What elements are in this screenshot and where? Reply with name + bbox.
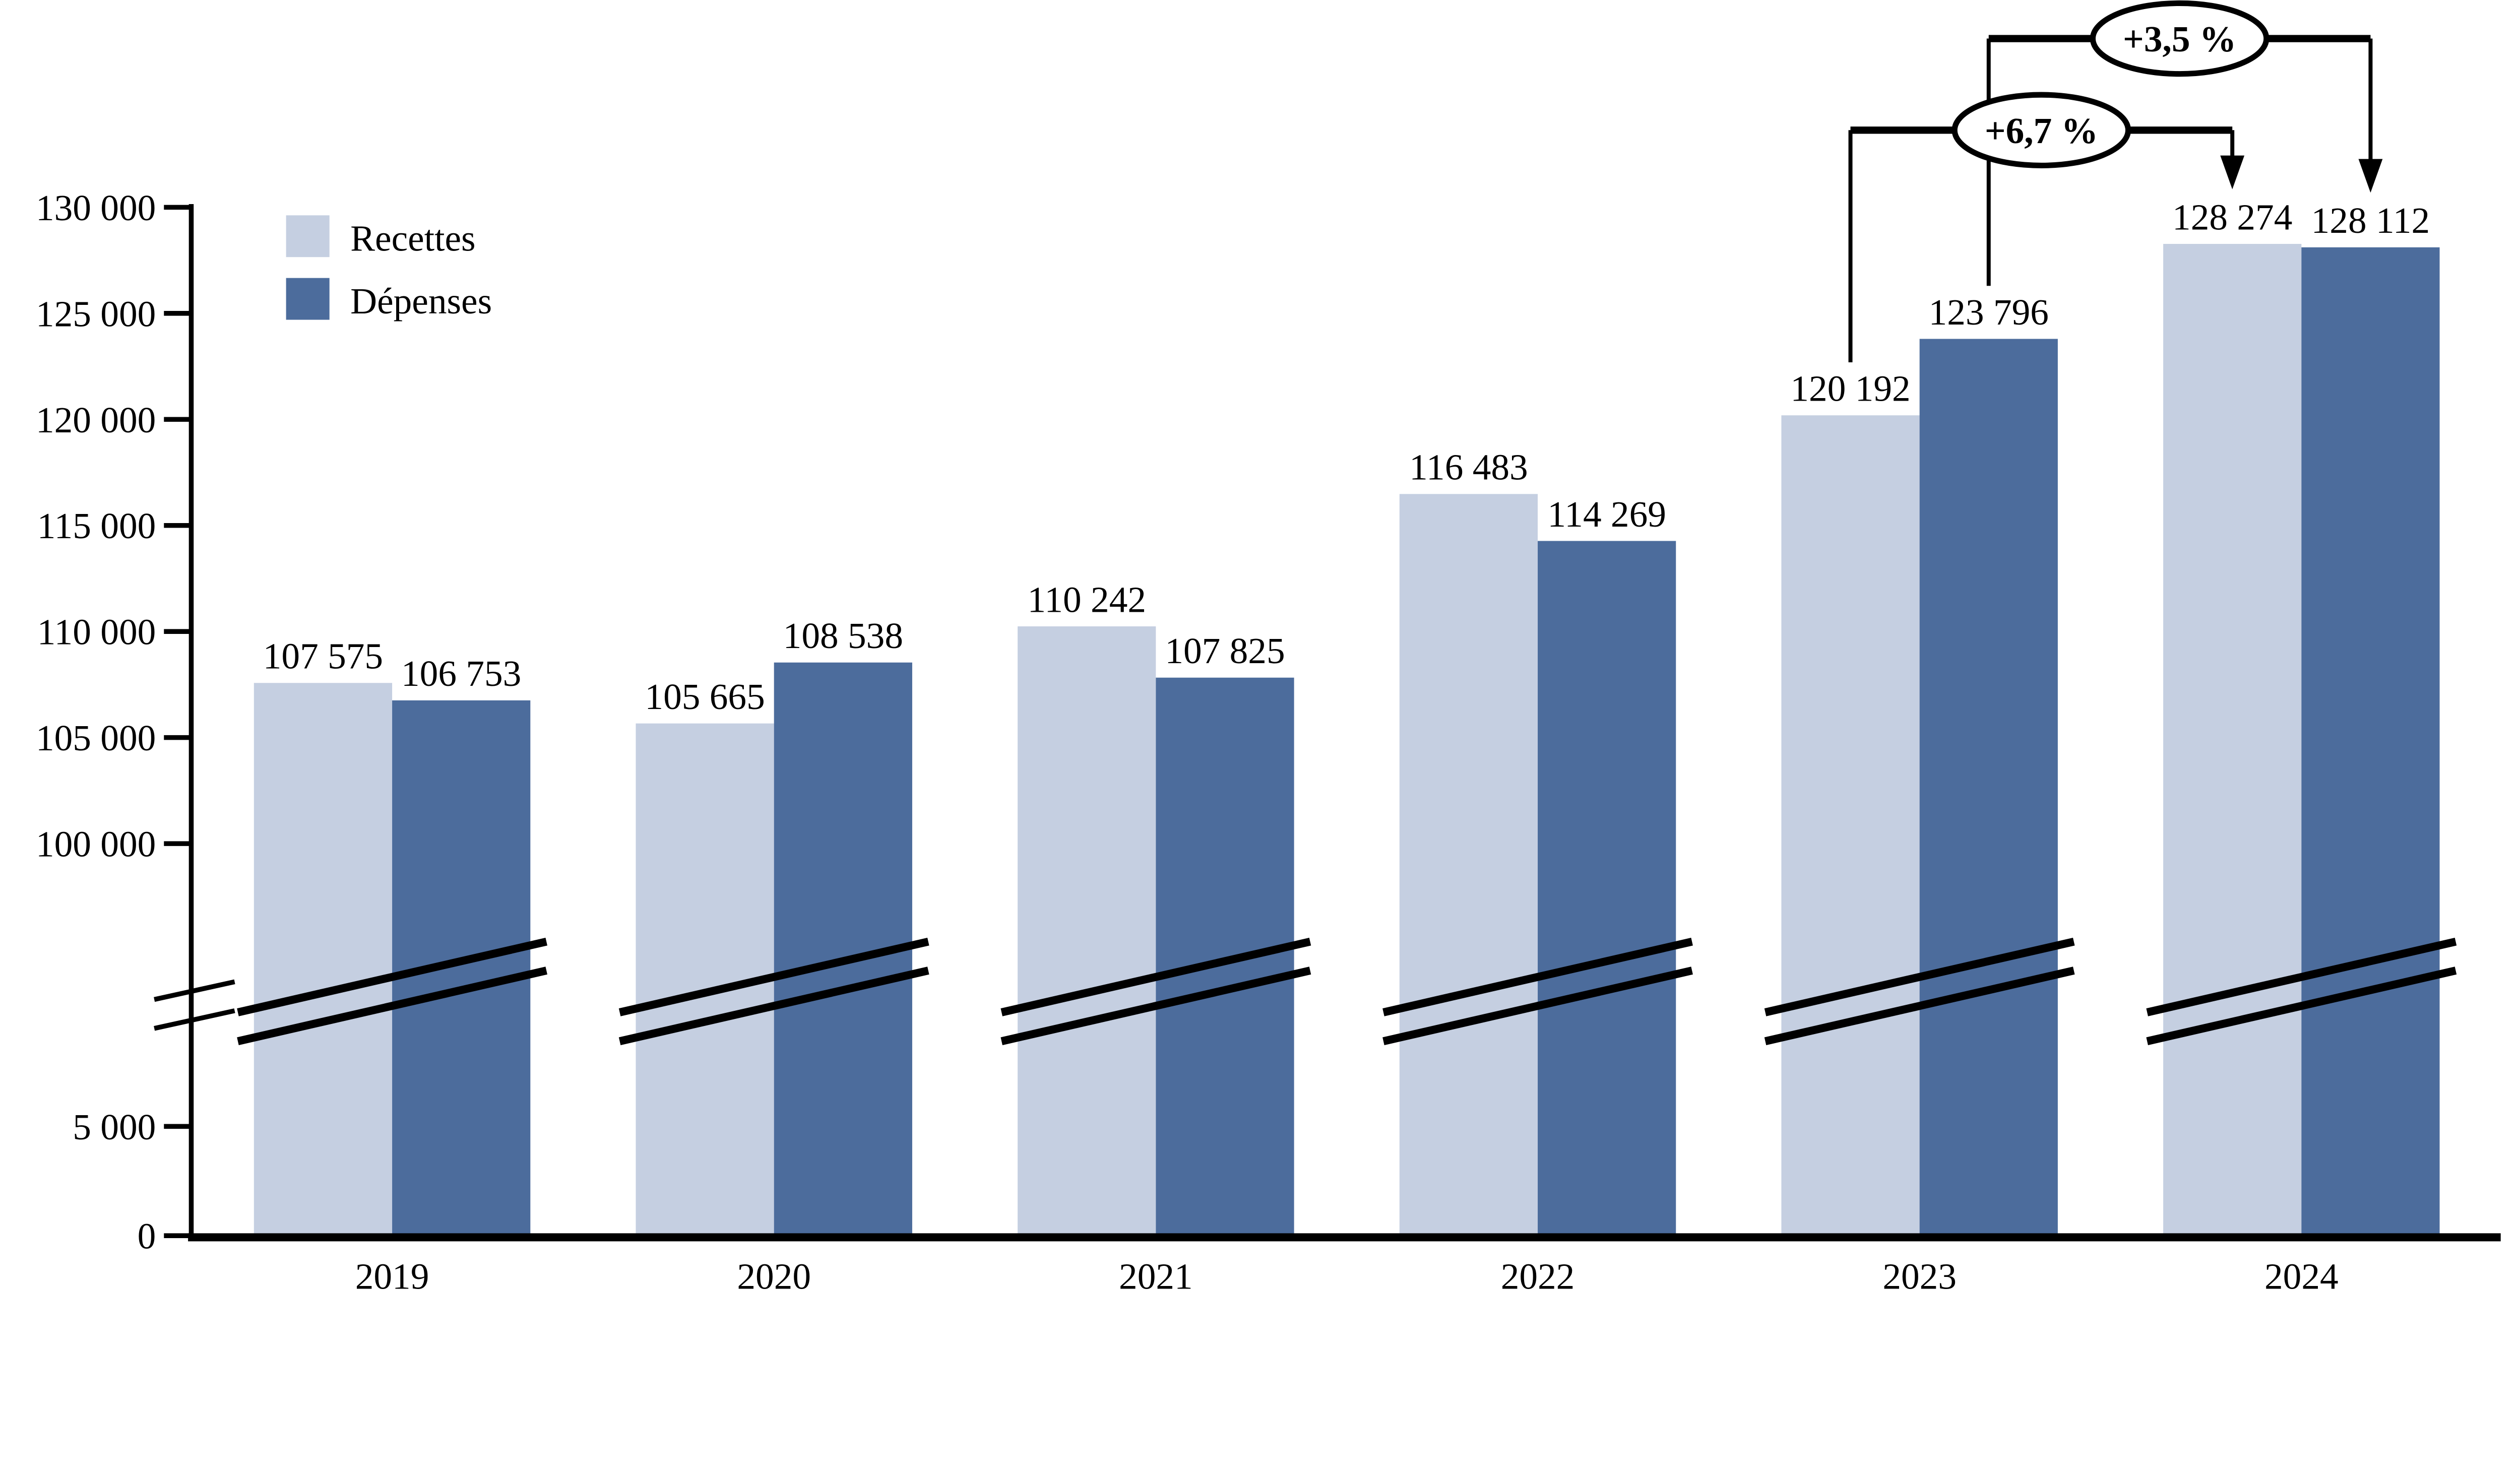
bar-depenses-2024 [2301,247,2440,1241]
bar-break-mark-2023 [1764,967,2075,1046]
value-label-2021: 107 825 [1165,630,1285,671]
value-label-2023: 120 192 [1790,368,1910,409]
bar-break-mark-2024 [2146,937,2457,1016]
annotation-arrowhead-icon [2220,155,2245,189]
x-axis-label-2022: 2022 [1501,1256,1575,1297]
legend: Recettes Dépenses [286,215,492,321]
chart-generated-layer: 0 5 000 100 000 105 000 110 000 115 000 120 00… [36,0,2501,1297]
annotation-arrowhead-icon [2358,159,2383,193]
annotation-ellipse [1951,92,2131,169]
legend-swatch-recettes [286,215,330,258]
legend-swatch-depenses [286,278,330,320]
bar-recettes-2023 [1781,415,1920,1241]
value-label-2022: 114 269 [1547,494,1666,535]
annotation-ellipse [2090,0,2270,77]
value-label-2021: 110 242 [1027,579,1146,620]
y-tick-label: 105 000 [36,718,156,758]
bar-break-mark-2022 [1382,937,1693,1016]
x-axis-label-2023: 2023 [1882,1256,1957,1297]
bar-break-mark-2019 [237,937,547,1016]
x-axis-label-2019: 2019 [355,1256,429,1297]
value-label-2020: 108 538 [783,615,903,656]
bar-break-mark-2019 [237,967,547,1046]
legend-label-depenses: Dépenses [350,281,492,321]
bar-recettes-2022 [1399,494,1538,1241]
value-label-2019: 107 575 [263,636,383,677]
y-axis-break-mark [154,1008,235,1031]
bar-break-mark-2020 [618,937,929,1016]
y-tick-label: 110 000 [37,612,156,653]
value-label-2020: 105 665 [645,676,765,717]
bar-depenses-2022 [1538,541,1676,1241]
y-tick-label: 115 000 [37,505,156,546]
y-tick-label: 0 [138,1216,156,1257]
bar-break-mark-2021 [1000,967,1311,1046]
annotation-label: +6,7 % [1985,110,2098,151]
bar-break-mark-2020 [618,967,929,1046]
bar-break-mark-2022 [1382,967,1693,1046]
bar-break-mark-2024 [2146,967,2457,1046]
value-label-2024: 128 112 [2311,200,2430,241]
budget-bar-chart: 0 5 000 100 000 105 000 110 000 115 000 120 00… [35,0,2501,1297]
bar-break-mark-2021 [1000,937,1311,1016]
value-label-2023: 123 796 [1929,292,2049,333]
bar-recettes-2024 [2163,244,2302,1241]
y-tick-label: 125 000 [36,293,156,334]
value-label-2022: 116 483 [1409,447,1528,488]
value-label-2019: 106 753 [401,653,521,694]
bar-recettes-2019 [254,683,393,1241]
y-tick-label: 5 000 [73,1107,156,1147]
annotation-label: +3,5 % [2123,19,2236,59]
bar-recettes-2021 [1018,626,1156,1241]
x-axis-label-2020: 2020 [737,1256,811,1297]
y-tick-label: 120 000 [36,400,156,440]
y-tick-label: 100 000 [36,824,156,865]
value-label-2024: 128 274 [2172,197,2292,237]
bar-break-mark-2023 [1764,937,2075,1016]
bar-depenses-2023 [1919,339,2058,1241]
x-axis-label-2021: 2021 [1119,1256,1193,1297]
legend-label-recettes: Recettes [350,218,475,259]
y-axis-break-mark [154,979,235,1002]
y-tick-label: 130 000 [36,187,156,228]
x-axis-label-2024: 2024 [2264,1256,2339,1297]
